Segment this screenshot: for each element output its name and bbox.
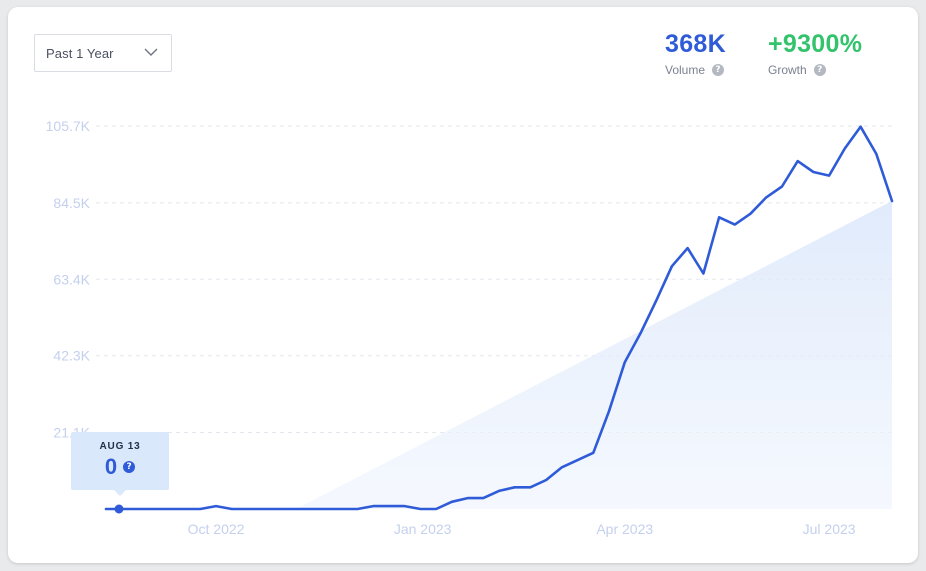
data-point[interactable] — [794, 157, 802, 165]
data-point[interactable] — [243, 505, 251, 513]
tooltip-date: AUG 13 — [99, 441, 141, 452]
data-point[interactable] — [762, 193, 770, 201]
time-range-dropdown[interactable]: Past 1 Year — [34, 34, 172, 72]
data-point[interactable] — [259, 505, 267, 513]
data-point[interactable] — [495, 487, 503, 495]
data-point[interactable] — [165, 505, 173, 513]
data-point[interactable] — [102, 505, 110, 513]
y-tick-label: 105.7K — [46, 118, 91, 134]
growth-stat: +9300% Growth ? — [768, 29, 862, 77]
data-point[interactable] — [809, 168, 817, 176]
data-point[interactable] — [432, 505, 440, 513]
data-point[interactable] — [731, 221, 739, 229]
data-point[interactable] — [542, 476, 550, 484]
data-point[interactable] — [621, 358, 629, 366]
data-point[interactable] — [715, 213, 723, 221]
data-point[interactable] — [841, 144, 849, 152]
data-point[interactable] — [228, 505, 236, 513]
data-point[interactable] — [196, 505, 204, 513]
growth-value: +9300% — [768, 30, 863, 58]
growth-label: Growth — [768, 63, 807, 77]
data-point[interactable] — [574, 456, 582, 464]
highlight-point[interactable] — [114, 504, 124, 514]
data-point[interactable] — [464, 494, 472, 502]
data-point[interactable] — [416, 505, 424, 513]
data-point[interactable] — [338, 505, 346, 513]
data-point[interactable] — [133, 505, 141, 513]
tooltip-pointer — [114, 490, 126, 496]
volume-stat: 368K Volume ? — [665, 29, 726, 77]
tooltip-help-icon[interactable]: ? — [123, 461, 136, 473]
x-tick-label: Jan 2023 — [394, 521, 452, 537]
data-point[interactable] — [699, 269, 707, 277]
volume-value: 368K — [665, 30, 726, 58]
data-point[interactable] — [322, 505, 330, 513]
data-point[interactable] — [636, 329, 644, 337]
x-tick-label: Oct 2022 — [188, 521, 245, 537]
data-point[interactable] — [605, 407, 613, 415]
data-point[interactable] — [778, 183, 786, 191]
data-point[interactable] — [181, 505, 189, 513]
x-tick-label: Jul 2023 — [803, 521, 856, 537]
data-point[interactable] — [825, 172, 833, 180]
growth-help-icon[interactable]: ? — [813, 64, 826, 76]
volume-help-icon[interactable]: ? — [712, 64, 725, 76]
volume-label: Volume — [665, 63, 706, 77]
data-point[interactable] — [354, 505, 362, 513]
data-point[interactable] — [511, 483, 519, 491]
data-point[interactable] — [369, 502, 377, 510]
tooltip-value: 0 — [104, 454, 118, 479]
data-point[interactable] — [212, 502, 220, 510]
y-tick-label: 84.5K — [53, 195, 90, 211]
time-range-label: Past 1 Year — [46, 45, 114, 61]
data-point[interactable] — [526, 483, 534, 491]
data-point[interactable] — [652, 297, 660, 305]
data-point[interactable] — [448, 498, 456, 506]
data-point[interactable] — [857, 123, 865, 131]
data-point[interactable] — [558, 463, 566, 471]
data-point[interactable] — [872, 150, 880, 158]
x-tick-label: Apr 2023 — [596, 521, 653, 537]
trend-card: Past 1 Year 368K Volume ? +9300% Growth … — [8, 7, 918, 563]
trend-area — [296, 201, 892, 509]
data-point[interactable] — [385, 502, 393, 510]
data-point[interactable] — [149, 505, 157, 513]
y-tick-label: 63.4K — [53, 271, 90, 287]
series-line — [104, 125, 894, 511]
tooltip: AUG 13 0 ? — [71, 432, 169, 496]
chevron-down-icon — [144, 48, 158, 56]
data-point[interactable] — [589, 449, 597, 457]
data-point[interactable] — [291, 505, 299, 513]
data-point[interactable] — [888, 197, 896, 205]
data-point[interactable] — [668, 262, 676, 270]
data-point[interactable] — [747, 210, 755, 218]
data-point[interactable] — [684, 244, 692, 252]
data-point[interactable] — [306, 505, 314, 513]
data-point[interactable] — [401, 502, 409, 510]
data-point[interactable] — [479, 494, 487, 502]
data-point[interactable] — [275, 505, 283, 513]
y-tick-label: 42.3K — [53, 348, 90, 364]
